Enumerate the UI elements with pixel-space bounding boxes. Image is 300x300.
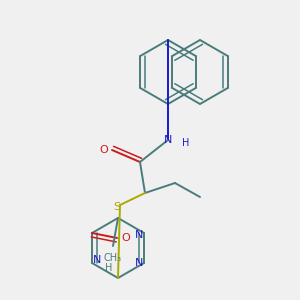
Text: H: H [105,263,113,273]
Text: O: O [100,145,108,155]
Text: N: N [135,230,143,240]
Text: N: N [164,135,172,145]
Text: O: O [122,233,130,243]
Text: N: N [93,255,101,265]
Text: CH₃: CH₃ [104,253,122,263]
Text: S: S [113,202,121,212]
Text: N: N [135,258,143,268]
Text: H: H [182,138,190,148]
